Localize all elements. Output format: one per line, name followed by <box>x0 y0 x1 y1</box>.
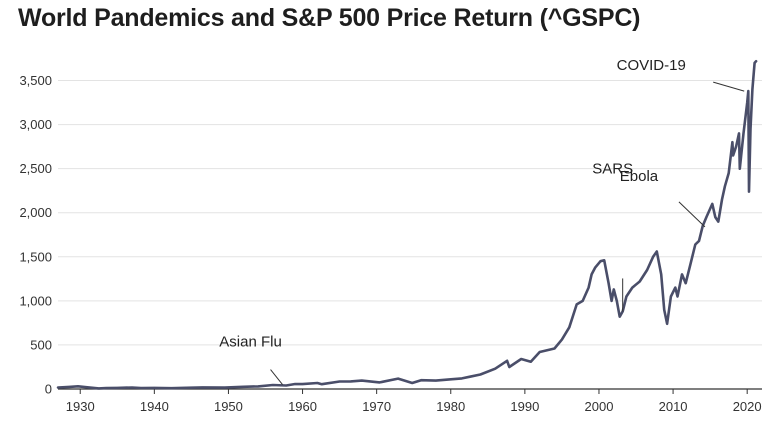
x-tick-label: 2020 <box>733 399 762 414</box>
x-tick-label: 1940 <box>140 399 169 414</box>
y-tick-label: 1,500 <box>19 249 52 264</box>
series-group <box>56 59 758 390</box>
y-tick-label: 2,500 <box>19 161 52 176</box>
x-axis-ticks: 1930 1940 1950 1960 1970 1980 1990 2000 2010 2020 <box>66 389 762 414</box>
y-tick-label: 1,000 <box>19 293 52 308</box>
annotation-label: SARS <box>592 160 633 177</box>
series-line <box>56 59 758 390</box>
annotation-label: COVID-19 <box>617 57 686 74</box>
x-tick-label: 1930 <box>66 399 95 414</box>
y-tick-label: 500 <box>30 337 52 352</box>
y-tick-label: 2,000 <box>19 205 52 220</box>
x-tick-label: 1990 <box>510 399 539 414</box>
x-tick-label: 1970 <box>362 399 391 414</box>
annotation-label: Ebola <box>620 168 659 185</box>
x-tick-label: 1960 <box>288 399 317 414</box>
grid-lines <box>58 80 762 346</box>
y-axis-ticks: 0 500 1,000 1,500 2,000 2,500 3,000 3,500 <box>19 73 52 396</box>
chart-title: World Pandemics and S&P 500 Price Return… <box>18 4 641 32</box>
y-tick-label: 0 <box>45 382 52 397</box>
y-tick-label: 3,000 <box>19 117 52 132</box>
y-tick-label: 3,500 <box>19 73 52 88</box>
x-tick-label: 1980 <box>436 399 465 414</box>
x-tick-label: 2010 <box>659 399 688 414</box>
annotation-leader-line <box>678 201 706 228</box>
annotation-label: Asian Flu <box>219 334 282 351</box>
annotation-leader-line <box>713 81 745 92</box>
annotation-leader-line <box>270 369 283 385</box>
x-tick-label: 2000 <box>585 399 614 414</box>
x-tick-label: 1950 <box>214 399 243 414</box>
